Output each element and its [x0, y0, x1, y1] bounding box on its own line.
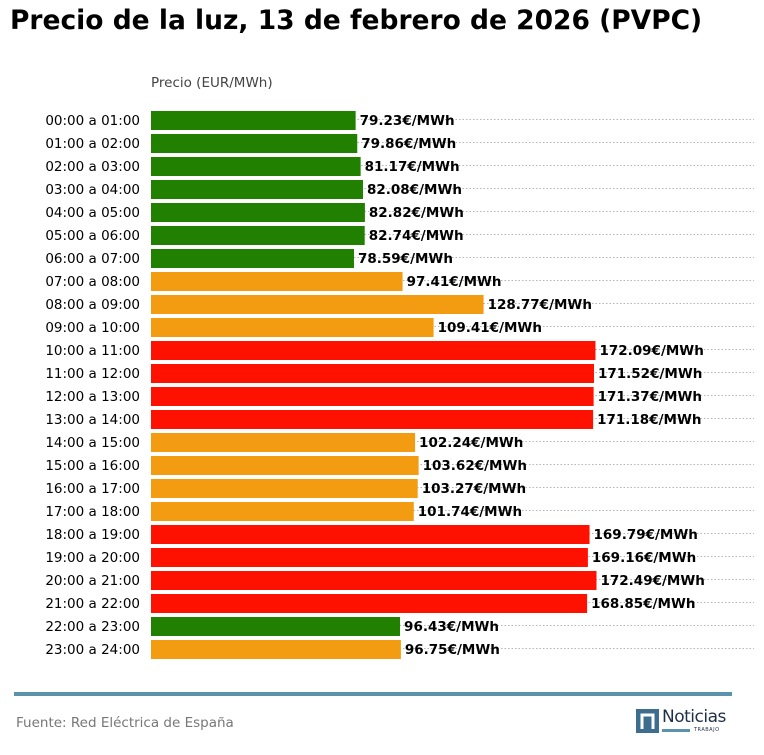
noticias-trabajo-logo[interactable]: Noticias TRABAJO — [636, 707, 730, 736]
bar — [151, 180, 363, 199]
data-label: 171.37€/MWh — [598, 389, 702, 405]
bar — [151, 456, 419, 475]
tick-label: 23:00 a 24:00 — [45, 642, 140, 658]
tick-label: 05:00 a 06:00 — [45, 228, 140, 244]
bar — [151, 502, 414, 521]
tick-label: 02:00 a 03:00 — [45, 159, 140, 175]
data-label: 172.09€/MWh — [599, 343, 703, 359]
bar — [151, 318, 434, 337]
logo-underline — [662, 729, 690, 732]
bar — [151, 111, 356, 130]
tick-label: 10:00 a 11:00 — [45, 343, 140, 359]
tick-label: 00:00 a 01:00 — [45, 113, 140, 129]
data-label: 82.08€/MWh — [367, 182, 462, 198]
tick-label: 07:00 a 08:00 — [45, 274, 140, 290]
data-label: 81.17€/MWh — [365, 159, 460, 175]
logo-mark-icon — [636, 709, 659, 733]
tick-label: 17:00 a 18:00 — [45, 504, 140, 520]
data-label: 82.82€/MWh — [369, 205, 464, 221]
bar — [151, 157, 361, 176]
data-label: 102.24€/MWh — [419, 435, 523, 451]
bar — [151, 341, 596, 360]
tick-label: 12:00 a 13:00 — [45, 389, 140, 405]
bar — [151, 364, 594, 383]
bar — [151, 571, 597, 590]
tick-label: 09:00 a 10:00 — [45, 320, 140, 336]
data-label: 82.74€/MWh — [369, 228, 464, 244]
bar — [151, 525, 590, 544]
data-label: 96.43€/MWh — [404, 619, 499, 635]
tick-label: 15:00 a 16:00 — [45, 458, 140, 474]
footer-divider — [14, 692, 732, 696]
bar — [151, 410, 594, 429]
tick-label: 11:00 a 12:00 — [45, 366, 140, 382]
data-label: 128.77€/MWh — [488, 297, 592, 313]
bar — [151, 433, 416, 452]
bar — [151, 134, 358, 153]
tick-label: 13:00 a 14:00 — [45, 412, 140, 428]
data-label: 103.27€/MWh — [422, 481, 526, 497]
data-label: 172.49€/MWh — [601, 573, 705, 589]
tick-label: 20:00 a 21:00 — [45, 573, 140, 589]
data-label: 96.75€/MWh — [405, 642, 500, 658]
bar — [151, 640, 401, 659]
bar — [151, 479, 418, 498]
tick-label: 04:00 a 05:00 — [45, 205, 140, 221]
bar — [151, 548, 588, 567]
data-label: 103.62€/MWh — [423, 458, 527, 474]
axis-label: Precio (EUR/MWh) — [151, 75, 273, 91]
tick-label: 03:00 a 04:00 — [45, 182, 140, 198]
tick-label: 08:00 a 09:00 — [45, 297, 140, 313]
tick-label: 06:00 a 07:00 — [45, 251, 140, 267]
data-label: 101.74€/MWh — [418, 504, 522, 520]
tick-label: 14:00 a 15:00 — [45, 435, 140, 451]
bar — [151, 387, 594, 406]
bar-chart: Precio (EUR/MWh) 00:00 a 01:00 79.23€/MWh 0… — [45, 75, 754, 659]
data-label: 169.16€/MWh — [592, 550, 696, 566]
tick-label: 21:00 a 22:00 — [45, 596, 140, 612]
data-label: 171.18€/MWh — [597, 412, 701, 428]
tick-label: 01:00 a 02:00 — [45, 136, 140, 152]
data-label: 109.41€/MWh — [438, 320, 542, 336]
bar — [151, 295, 484, 314]
chart-title: Precio de la luz, 13 de febrero de 2026 … — [10, 5, 703, 36]
source-note: Fuente: Red Eléctrica de España — [16, 715, 234, 731]
bar — [151, 226, 365, 245]
tick-label: 19:00 a 20:00 — [45, 550, 140, 566]
bar — [151, 617, 401, 636]
data-label: 168.85€/MWh — [591, 596, 695, 612]
logo-subtext: TRABAJO — [694, 727, 720, 733]
tick-label: 22:00 a 23:00 — [45, 619, 140, 635]
data-label: 78.59€/MWh — [358, 251, 453, 267]
data-label: 79.86€/MWh — [361, 136, 456, 152]
tick-label: 18:00 a 19:00 — [45, 527, 140, 543]
bar — [151, 594, 588, 613]
data-label: 79.23€/MWh — [360, 113, 455, 129]
data-label: 97.41€/MWh — [407, 274, 502, 290]
bar — [151, 272, 403, 291]
logo-text: Noticias — [662, 707, 726, 727]
bar — [151, 203, 365, 222]
tick-label: 16:00 a 17:00 — [45, 481, 140, 497]
data-label: 169.79€/MWh — [594, 527, 698, 543]
bar — [151, 249, 354, 268]
data-label: 171.52€/MWh — [598, 366, 702, 382]
